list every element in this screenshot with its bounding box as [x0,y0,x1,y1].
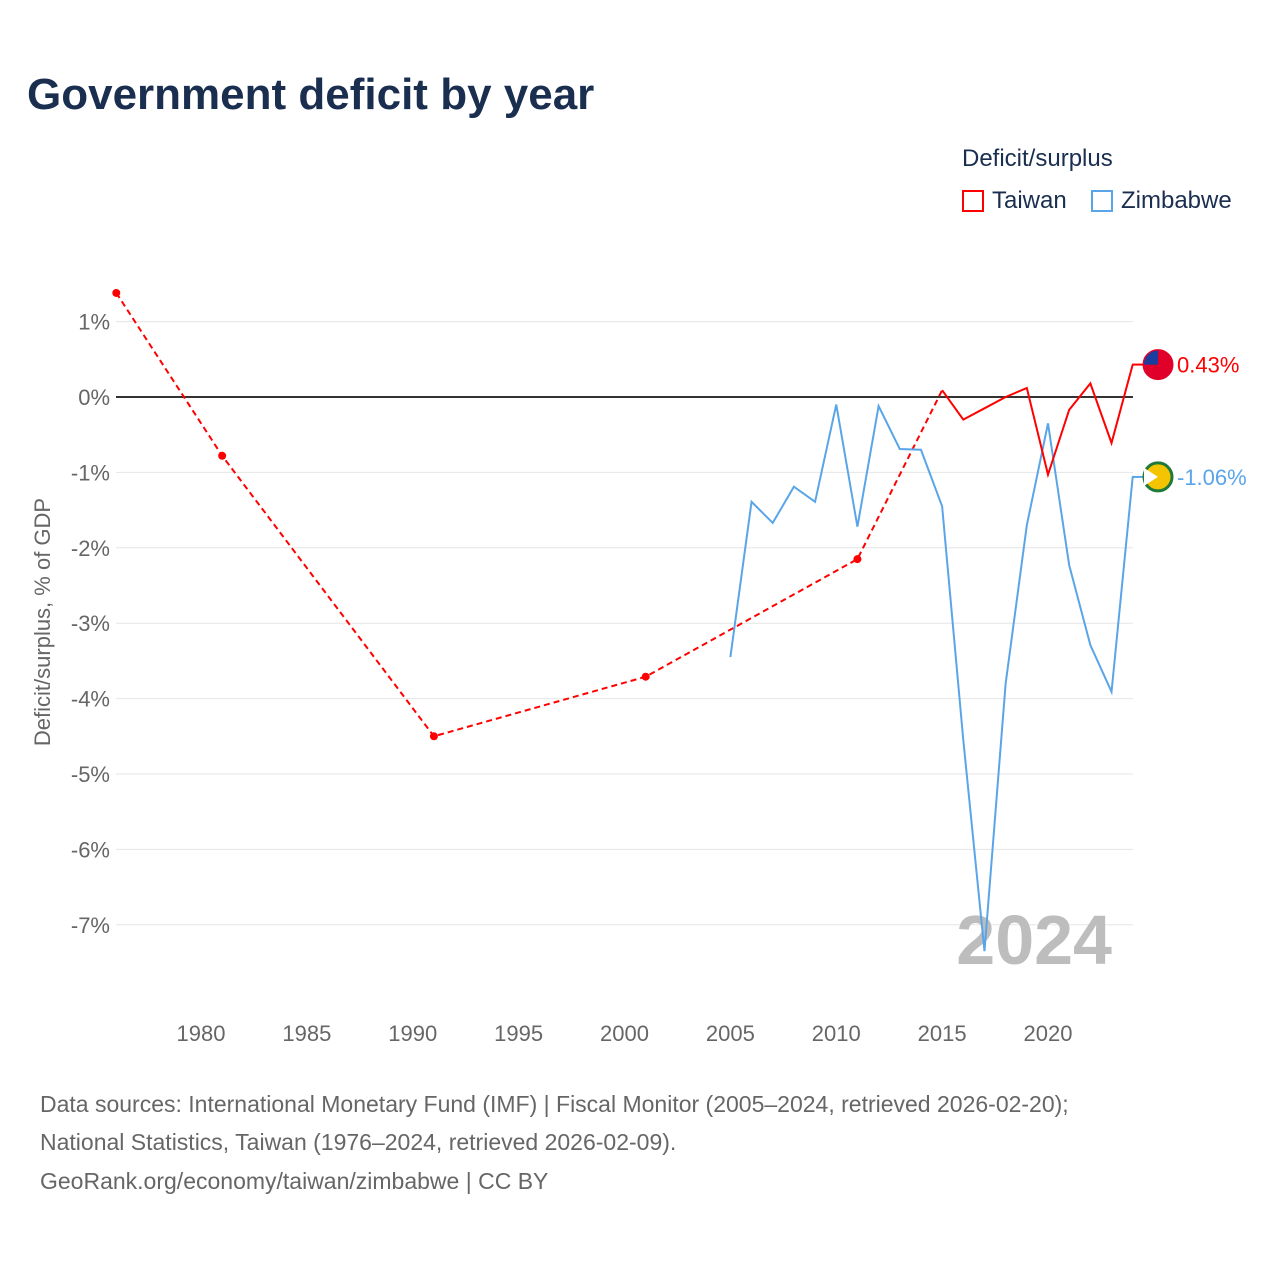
taiwan-dashed-line [115,292,944,738]
x-tick-label: 2020 [1024,1021,1073,1046]
x-tick-label: 2005 [706,1021,755,1046]
year-watermark: 2024 [956,901,1112,979]
y-tick-label: -5% [71,762,110,787]
legend-label: Zimbabwe [1121,187,1232,214]
y-tick-label: -2% [71,536,110,561]
y-tick-label: -4% [71,687,110,712]
zimbabwe-line [729,402,1134,952]
source-line: National Statistics, Taiwan (1976–2024, … [40,1129,677,1155]
y-tick-label: 0% [78,385,110,410]
x-tick-label: 1995 [494,1021,543,1046]
taiwan-point [853,555,862,564]
taiwan-point [641,672,650,681]
y-tick-label: -6% [71,837,110,862]
source-link[interactable]: GeoRank.org/economy/taiwan/zimbabwe | CC… [40,1168,549,1194]
y-tick-label: 1% [78,310,110,335]
x-tick-label: 1990 [388,1021,437,1046]
x-tick-label: 1980 [177,1021,226,1046]
legend-item-taiwan[interactable]: Taiwan [962,187,1067,215]
end-value-label: 0.43% [1177,353,1239,378]
legend-swatch [1091,190,1113,212]
taiwan-point [218,451,227,460]
legend-swatch [962,190,984,212]
legend-item-zimbabwe[interactable]: Zimbabwe [1091,187,1232,215]
y-tick-label: -3% [71,611,110,636]
source-line: Data sources: International Monetary Fun… [40,1091,1069,1117]
x-tick-label: 2015 [918,1021,967,1046]
taiwan-point [112,288,121,297]
legend-title: Deficit/surplus [962,145,1113,172]
y-tick-label: -1% [71,460,110,485]
x-tick-label: 1985 [282,1021,331,1046]
x-tick-label: 2000 [600,1021,649,1046]
taiwan-point [429,732,438,741]
legend-label: Taiwan [992,187,1067,214]
taiwan-flag-canton [1144,350,1158,365]
x-tick-label: 2010 [812,1021,861,1046]
y-tick-label: -7% [71,913,110,938]
end-value-label: -1.06% [1177,465,1247,490]
page-title: Government deficit by year [27,70,595,119]
taiwan-line [941,364,1134,479]
zimbabwe-flag-triangle [1144,467,1158,486]
y-axis-label: Deficit/surplus, % of GDP [30,498,55,746]
